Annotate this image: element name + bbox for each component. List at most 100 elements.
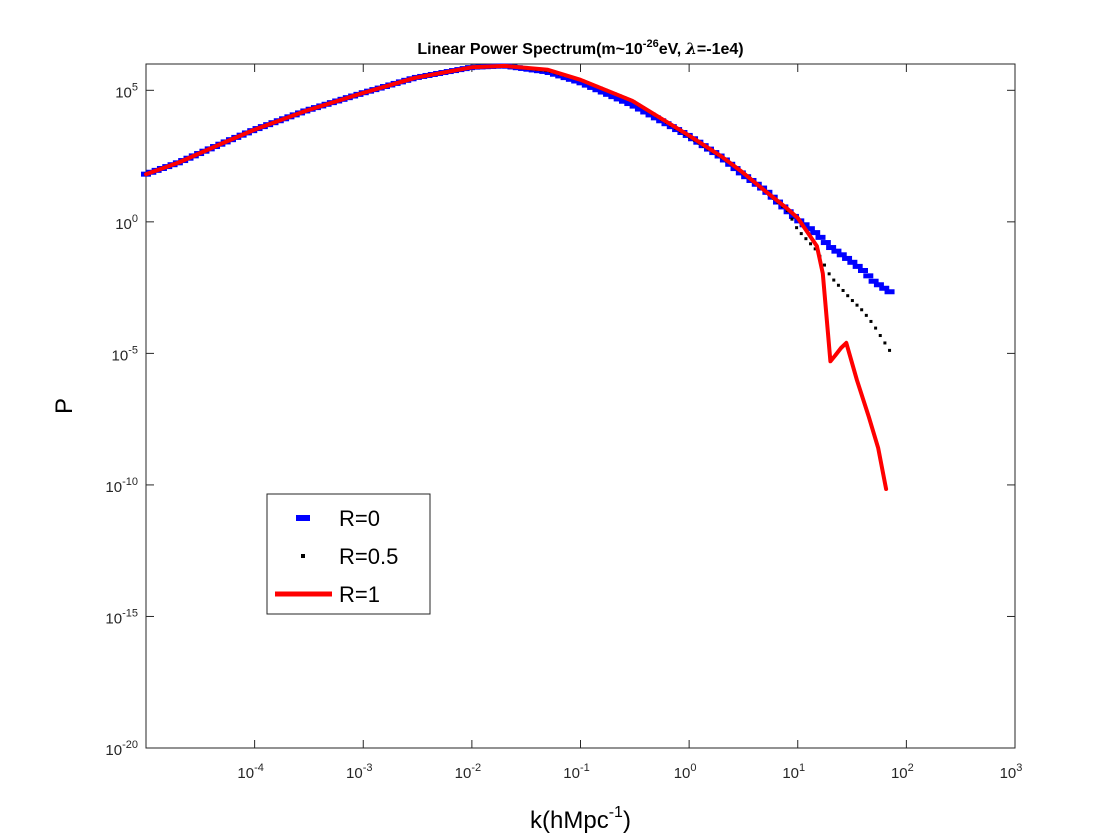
x-tick-base: 10	[455, 765, 472, 782]
data-point	[842, 255, 853, 261]
title-lambda-symbol: λ	[685, 39, 697, 58]
x-tick-base: 10	[782, 765, 799, 782]
data-point	[810, 230, 821, 236]
legend-items: R=0 R=0.5 R=1	[275, 506, 398, 607]
title-text-after: eV,	[659, 41, 686, 58]
x-tick-label: 10-4	[237, 762, 263, 782]
data-point	[555, 73, 566, 79]
data-point	[846, 294, 850, 298]
legend-label: R=0	[339, 506, 380, 531]
y-tick-base: 10	[115, 216, 132, 233]
data-point	[868, 278, 879, 284]
data-point	[855, 303, 859, 307]
x-tick-base: 10	[237, 765, 254, 782]
title-text-end: =-1e4)	[697, 41, 744, 58]
legend: R=0 R=0.5 R=1	[266, 493, 431, 615]
data-point	[884, 289, 895, 295]
y-tick-label: 10-5	[112, 344, 138, 364]
data-point	[863, 273, 874, 279]
data-point	[888, 348, 892, 352]
x-tick-base: 10	[563, 765, 580, 782]
data-point	[874, 326, 878, 330]
x-tick-base: 10	[346, 765, 363, 782]
data-point	[815, 234, 826, 240]
data-point	[795, 226, 799, 230]
y-tick-base: 10	[105, 742, 122, 759]
data-point	[790, 217, 794, 221]
data-point	[565, 76, 576, 82]
x-tick-label: 10-2	[455, 762, 481, 782]
x-tick-base: 10	[674, 765, 691, 782]
legend-label: R=1	[339, 582, 380, 607]
y-tick-exponent: -10	[122, 476, 138, 488]
y-tick-exponent: -5	[128, 344, 138, 356]
legend-label: R=0.5	[339, 544, 398, 569]
x-axis-label-base: k(hMpc	[530, 807, 609, 834]
data-point	[581, 82, 592, 88]
x-tick-label: 10-1	[563, 762, 589, 782]
y-tick-label: 10-15	[105, 607, 138, 627]
data-point	[645, 112, 656, 118]
y-tick-base: 10	[105, 479, 122, 496]
x-tick-exponent: 3	[1016, 762, 1022, 774]
data-point	[618, 98, 629, 104]
data-point	[634, 106, 645, 112]
legend-item: R=0	[296, 506, 380, 531]
x-tick-exponent: -3	[363, 762, 373, 774]
y-tick-base: 10	[105, 610, 122, 627]
legend-swatch	[301, 554, 305, 558]
data-point	[879, 285, 890, 291]
data-point	[847, 259, 858, 265]
title-exponent: -26	[643, 38, 659, 50]
data-point	[831, 248, 842, 254]
data-point	[850, 299, 854, 303]
data-point	[624, 101, 635, 107]
y-tick-label: 10-10	[105, 476, 138, 496]
data-point	[809, 242, 813, 246]
y-tick-base: 10	[112, 347, 129, 364]
y-tick-exponent: 0	[132, 213, 138, 225]
y-axis-label: P	[51, 398, 78, 414]
y-tick-exponent: -15	[122, 607, 138, 619]
x-tick-exponent: -4	[254, 762, 264, 774]
y-tick-exponent: 5	[132, 81, 138, 93]
data-point	[836, 283, 840, 287]
y-tick-label: 105	[115, 81, 138, 101]
data-point	[813, 247, 817, 251]
series-line	[144, 63, 889, 491]
data-point	[820, 240, 831, 246]
x-tick-label: 101	[782, 762, 805, 782]
data-point	[878, 334, 882, 338]
data-point	[603, 91, 614, 97]
x-tick-exponent: -2	[471, 762, 481, 774]
data-point	[804, 226, 815, 232]
data-point	[852, 263, 863, 269]
data-point	[841, 288, 845, 292]
series-layer	[141, 63, 895, 491]
data-point	[597, 89, 608, 95]
data-point	[832, 278, 836, 282]
data-point	[592, 87, 603, 93]
data-point	[560, 75, 571, 81]
data-point	[836, 252, 847, 258]
y-tick-base: 10	[115, 84, 132, 101]
data-point	[857, 267, 868, 273]
data-point	[613, 96, 624, 102]
data-point	[799, 232, 803, 236]
data-point	[571, 78, 582, 84]
data-point	[826, 245, 837, 251]
x-tick-label: 102	[891, 762, 914, 782]
data-point	[576, 80, 587, 86]
x-tick-base: 10	[1000, 765, 1017, 782]
plot-area	[145, 63, 1016, 749]
x-tick-label: 103	[1000, 762, 1023, 782]
x-tick-exponent: 1	[799, 762, 805, 774]
data-point	[804, 237, 808, 241]
x-axis-label-exponent: -1	[609, 804, 623, 821]
data-point	[640, 109, 651, 115]
chart-title: Linear Power Spectrum(m~10-26eV, λ=-1e4)	[417, 38, 743, 58]
x-tick-exponent: -1	[580, 762, 590, 774]
title-text-before: Linear Power Spectrum(m~10	[417, 41, 643, 58]
x-axis-label: k(hMpc-1)	[530, 804, 631, 834]
